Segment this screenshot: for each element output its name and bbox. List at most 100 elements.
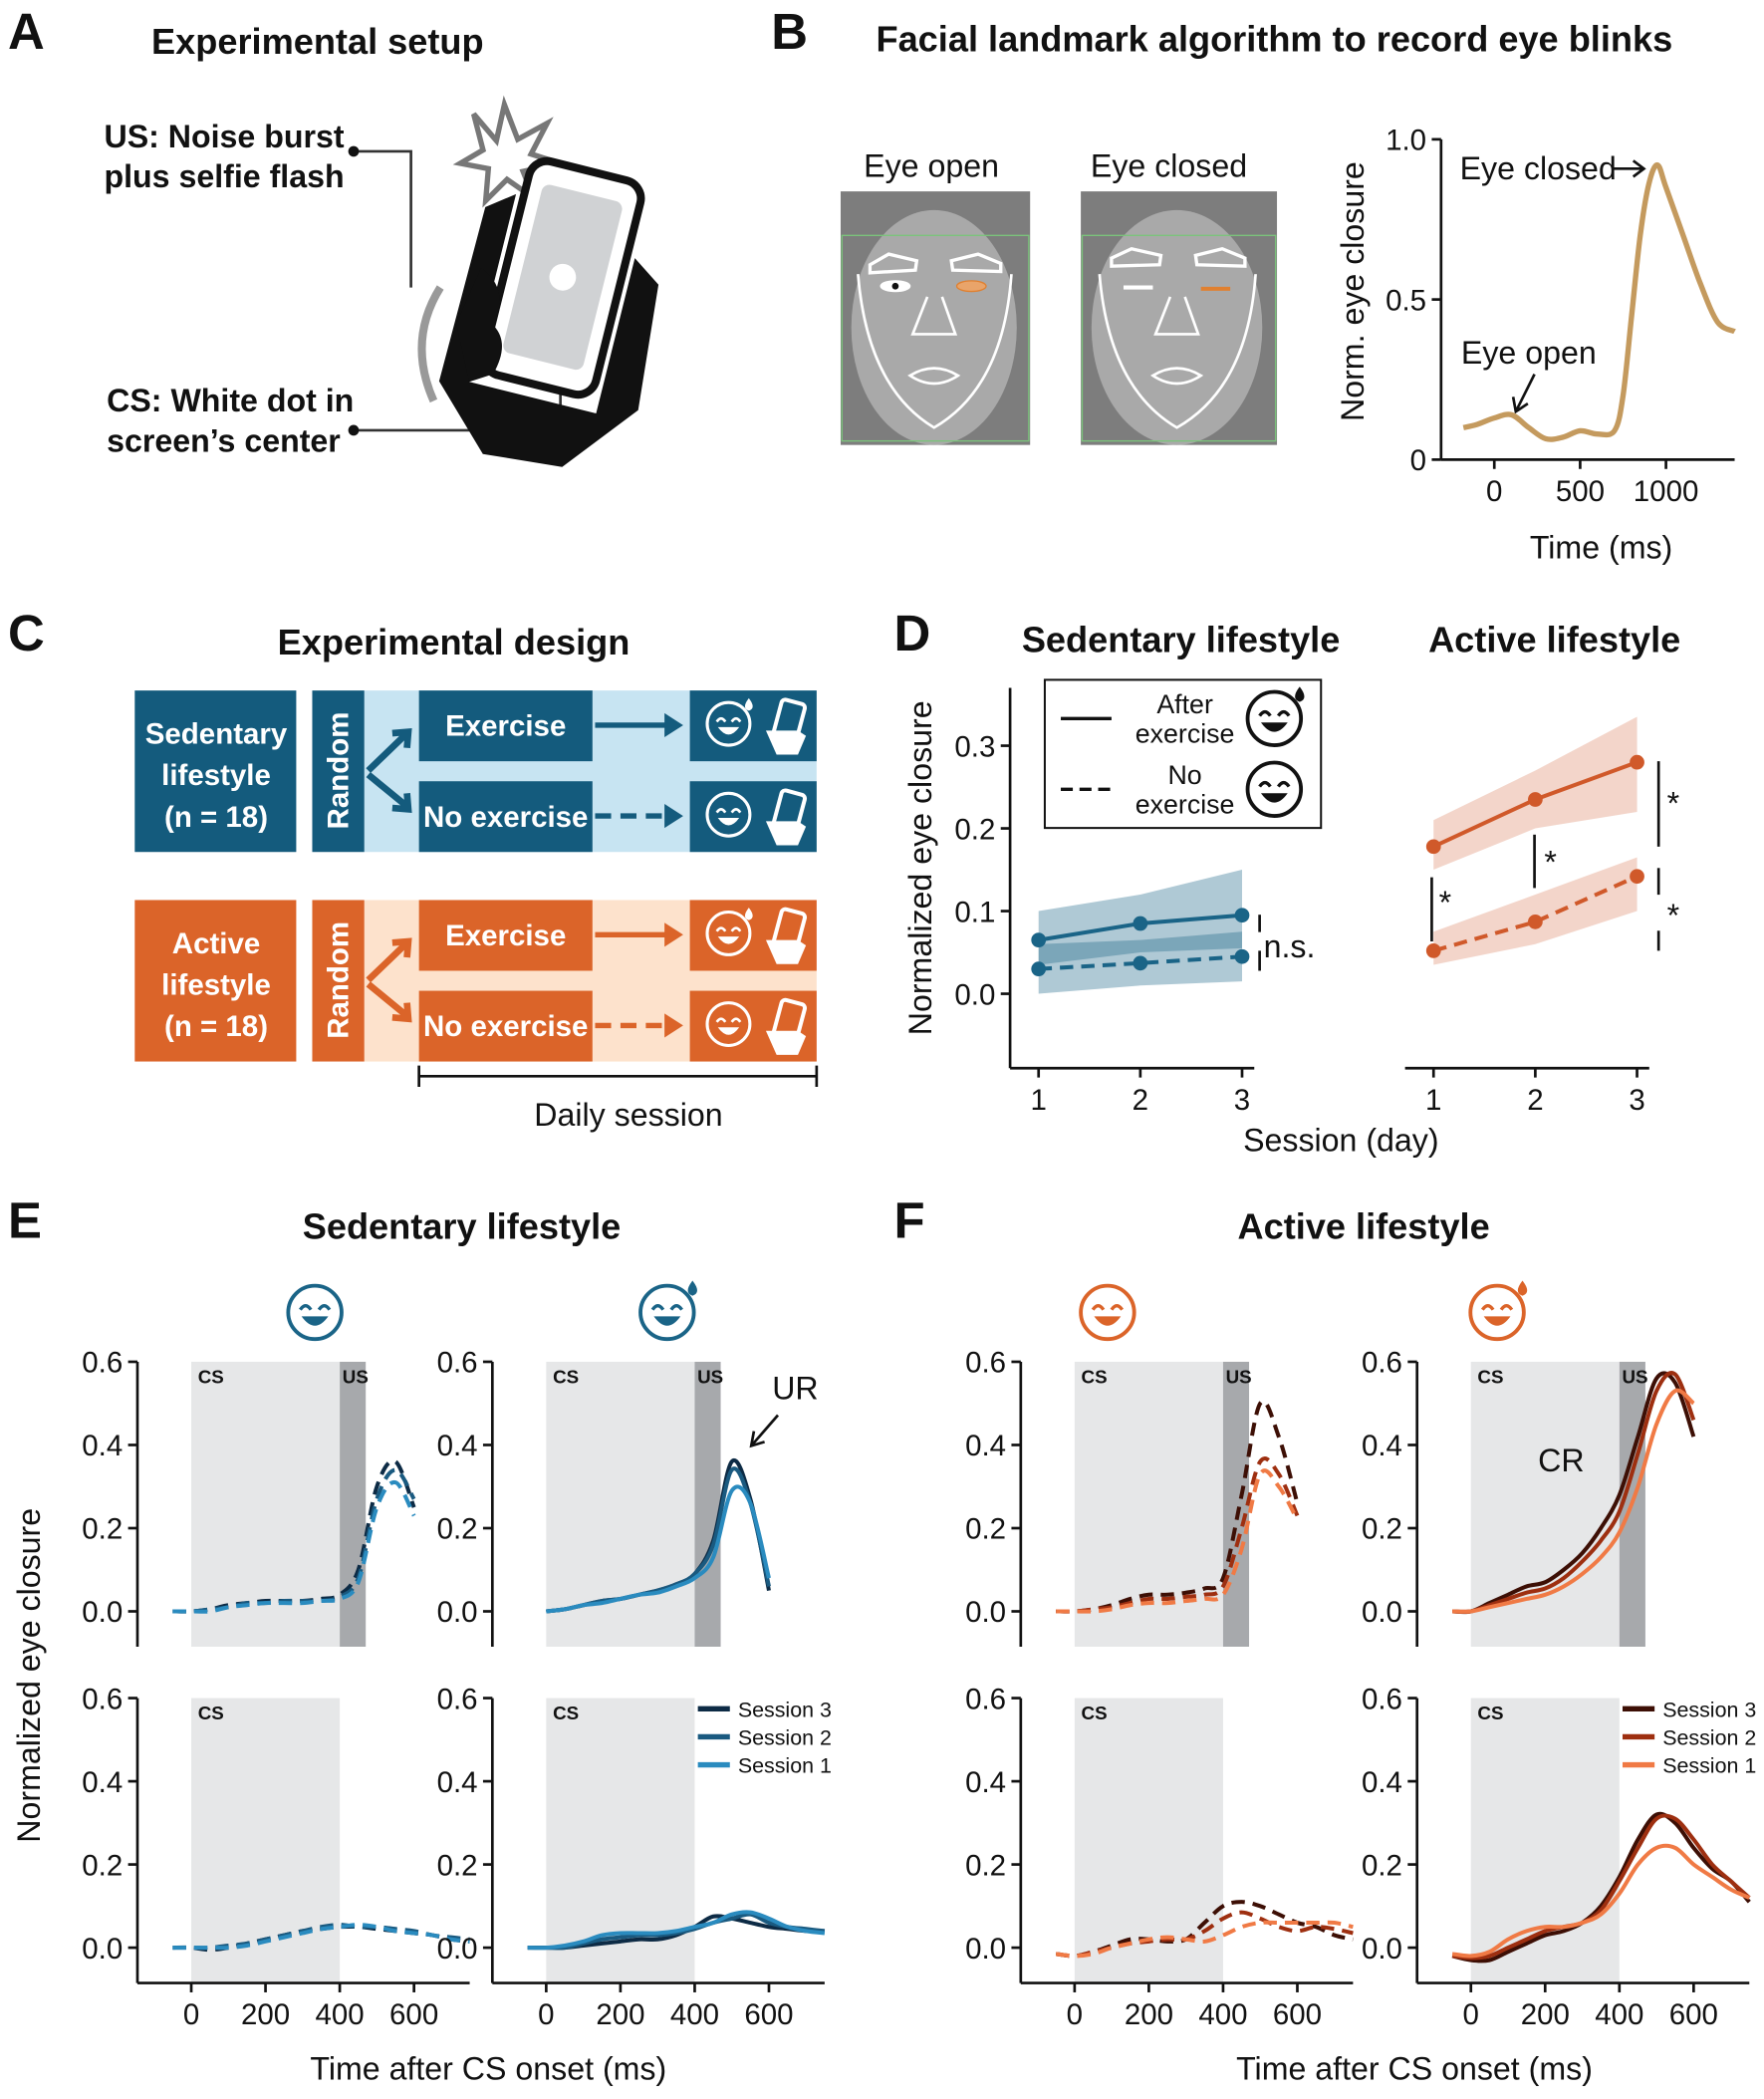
x-tick-label: 1000	[1634, 475, 1699, 508]
icon-sweat	[1517, 1280, 1528, 1296]
legend-label: After exercise	[1135, 689, 1235, 748]
arrow-head	[664, 804, 683, 829]
x-tick-label: 500	[1556, 475, 1605, 508]
icon-mouth	[1094, 1316, 1122, 1326]
data-point	[1425, 839, 1441, 855]
x-tick-label: 600	[1273, 1998, 1322, 2031]
data-line	[1462, 161, 1736, 442]
cs-label: CS	[198, 1366, 224, 1387]
x-tick-label: 0	[1067, 1998, 1083, 2031]
us-label: US	[1622, 1366, 1647, 1387]
icon-eyes	[1258, 709, 1291, 717]
legend-label: Session 3	[738, 1698, 832, 1721]
chart: CS US 0.0 0.2 0.4 0.6 Normalized eye closure	[11, 1347, 416, 1843]
x-tick-label: 3	[1629, 1084, 1644, 1117]
icon	[705, 908, 753, 956]
cs-label: CS	[1477, 1366, 1503, 1387]
x-axis-label: Time (ms)	[1530, 530, 1672, 566]
y-tick-label: 0.6	[437, 1347, 478, 1380]
panel-title: Active lifestyle	[1237, 1206, 1489, 1247]
panel-title: Experimental design	[278, 622, 630, 662]
data-line	[1055, 1920, 1354, 1959]
x-axis-label: Time after CS onset (ms)	[310, 2051, 666, 2087]
y-tick-label: 0.6	[82, 1347, 123, 1380]
bracket-label: Daily session	[534, 1097, 722, 1133]
condition-box	[418, 990, 593, 1062]
chart: CS 0.0 0.2 0.4 0.6 0 200 400 600 Session 3 Session…	[1362, 1683, 1756, 2031]
icon-mouth	[717, 1027, 740, 1035]
group-label: (n = 18)	[164, 801, 268, 834]
annotation: *	[1544, 845, 1557, 881]
y-tick-label: 0.0	[1362, 1596, 1402, 1629]
icon-mouth	[717, 936, 740, 944]
icon-eyes	[715, 808, 742, 814]
chart: CS 0.0 0.2 0.4 0.6 0 200 400 600 Time after CS on…	[965, 1683, 1593, 2086]
icon-hand	[765, 1030, 807, 1055]
icon-face	[638, 1283, 696, 1342]
icon-mouth	[301, 1316, 329, 1326]
icon-eyes	[299, 1304, 332, 1311]
panel-title: Facial landmark algorithm to record eye …	[876, 18, 1672, 59]
icon	[1245, 760, 1304, 818]
icon	[705, 1001, 752, 1048]
group-label: Sedentary	[145, 718, 288, 751]
data-line	[546, 1484, 771, 1614]
us-window	[340, 1361, 367, 1647]
condition-label: No exercise	[423, 801, 588, 834]
panel-letter: F	[894, 1191, 925, 1248]
y-tick-label: 0.0	[954, 978, 995, 1011]
y-tick-label: 1.0	[1386, 125, 1426, 157]
condition-label: No exercise	[423, 1010, 588, 1043]
icon-eyes	[650, 1304, 683, 1311]
us-label: US	[343, 1366, 369, 1387]
cs-label: CS	[553, 1366, 579, 1387]
icon	[765, 788, 808, 846]
x-tick-label: 1	[1425, 1084, 1441, 1117]
data-point	[1133, 955, 1148, 971]
data-line	[1451, 1813, 1751, 1961]
us-label: US	[697, 1366, 723, 1387]
data-line	[1451, 1811, 1751, 1964]
y-tick-label: 0.2	[437, 1849, 478, 1882]
icon	[638, 1280, 697, 1342]
icon-mouth	[653, 1316, 681, 1326]
data-point	[1031, 932, 1047, 947]
y-axis-label: Normalized eye closure	[11, 1508, 47, 1843]
y-tick-label: 0.4	[1362, 1430, 1402, 1462]
data-line	[1452, 1371, 1696, 1615]
annotation: n.s.	[1264, 928, 1316, 964]
data-point	[1528, 914, 1543, 929]
icon	[1468, 1280, 1528, 1342]
x-tick-label: 600	[389, 1998, 438, 2031]
data-line	[1452, 1371, 1696, 1614]
data-point	[1528, 792, 1543, 807]
condition-box	[418, 690, 593, 762]
data-line	[527, 1910, 826, 1951]
random-box	[312, 900, 365, 1062]
random-box	[312, 690, 365, 853]
data-point	[1133, 916, 1148, 931]
y-tick-label: 0.0	[82, 1933, 123, 1966]
cs-label: CS	[198, 1703, 224, 1723]
icon-face	[1079, 1283, 1136, 1342]
icon	[765, 997, 808, 1055]
face-image	[1081, 191, 1278, 445]
cs-window	[546, 1361, 695, 1647]
chart: CS US 0.0 0.2 0.4 0.6 UR	[437, 1347, 819, 1647]
us-label: plus selfie flash	[104, 158, 344, 194]
panel-letter: B	[771, 3, 808, 60]
cs-label: CS	[1082, 1366, 1108, 1387]
setup-illustration	[348, 95, 659, 467]
image-caption: Eye open	[864, 147, 999, 183]
x-tick-label: 600	[744, 1998, 793, 2031]
us-label: US: Noise burst	[104, 119, 344, 154]
x-tick-label: 0	[1486, 475, 1502, 508]
chart: CS US 0.0 0.2 0.4 0.6	[965, 1347, 1300, 1647]
y-tick-label: 0.2	[437, 1513, 478, 1546]
group-box	[134, 900, 297, 1062]
icon-hand	[765, 939, 807, 964]
x-tick-label: 400	[1595, 1998, 1643, 2031]
y-tick-label: 0.4	[82, 1430, 123, 1462]
icon-mouth	[1260, 793, 1288, 803]
